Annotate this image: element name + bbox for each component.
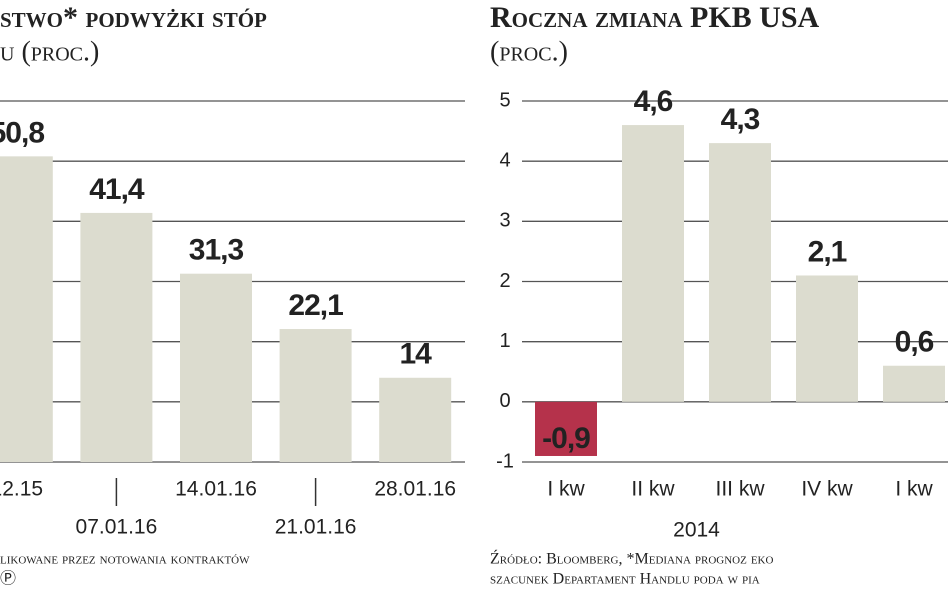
bar: [379, 377, 452, 462]
value-label: -0,9: [542, 422, 590, 455]
chart-title: stwo* podwyżki stóp: [0, 1, 267, 34]
bar: [0, 156, 53, 462]
bar: [80, 212, 153, 462]
x-tick-label: 07.01.16: [76, 516, 158, 539]
x-tick-label: II kw: [631, 478, 675, 501]
note: szacunek Departament Handlu poda w pia: [490, 571, 760, 588]
bar: [535, 401, 597, 456]
y-tick-label: 4: [499, 149, 510, 171]
chart-subtitle: u (proc.): [0, 36, 99, 67]
note: Źródło: Bloomberg, *Mediana prognoz eko: [490, 549, 773, 568]
bar: [279, 329, 352, 462]
value-label: 4,3: [721, 103, 760, 136]
bar: [796, 275, 858, 402]
bar: [180, 273, 252, 462]
x-tick-label: III kw: [715, 478, 765, 501]
y-tick-label: 0: [499, 390, 510, 412]
x-tick-label: 12.15: [0, 478, 43, 501]
bar: [622, 125, 684, 402]
y-tick-label: 3: [499, 210, 510, 232]
value-label: 4,6: [634, 85, 673, 118]
value-label: 50,8: [0, 116, 44, 149]
bar: [709, 143, 771, 402]
y-tick-label: 1: [499, 330, 510, 352]
chart-title: Roczna zmiana PKB USA: [490, 1, 820, 34]
value-label: 14: [400, 338, 433, 371]
note: likowane przez notowania kontraktów: [0, 551, 250, 568]
x-tick-label: 21.01.16: [275, 516, 357, 539]
x-tick-label: IV kw: [801, 478, 853, 501]
y-tick-label: -1: [496, 450, 514, 472]
chart-subtitle: (proc.): [490, 36, 568, 67]
value-label: 0,6: [895, 326, 934, 359]
x-tick-label: 14.01.16: [175, 478, 257, 501]
bar: [883, 365, 945, 402]
value-label: 31,3: [189, 234, 244, 267]
y-tick-label: 5: [499, 89, 510, 111]
y-tick-label: 2: [499, 270, 510, 292]
x-tick-label: I kw: [895, 478, 933, 501]
x-tick-label: I kw: [547, 478, 585, 501]
x-tick-label: 28.01.16: [374, 478, 456, 501]
value-label: 41,4: [89, 173, 145, 206]
value-label: 2,1: [808, 235, 847, 268]
note: Ⓟ: [0, 570, 16, 588]
value-label: 22,1: [288, 289, 343, 322]
x-group-label: 2014: [673, 519, 720, 542]
